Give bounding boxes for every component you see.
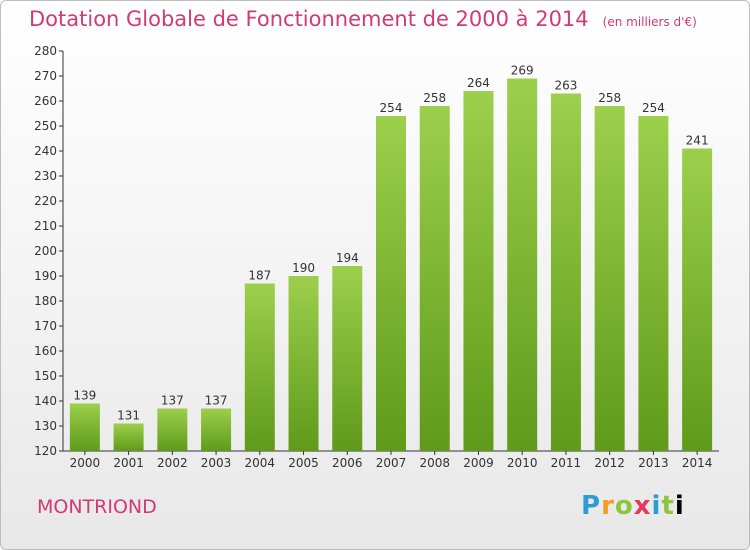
bar-2005: [288, 276, 319, 451]
x-tick-label: 2013: [638, 456, 669, 470]
y-tick-label: 130: [34, 419, 57, 433]
bar-2004: [244, 283, 275, 451]
x-tick-label: 2010: [507, 456, 538, 470]
bar-2014: [682, 148, 713, 451]
y-tick-label: 210: [34, 219, 57, 233]
y-tick-label: 160: [34, 344, 57, 358]
axes: 120 130 140 150 160 170 180 190 200 210 220 230 240 2…: [34, 44, 719, 470]
x-tick-label: 2002: [157, 456, 188, 470]
x-tick-label: 2011: [551, 456, 582, 470]
y-tick-label: 270: [34, 69, 57, 83]
y-tick-label: 120: [34, 444, 57, 458]
y-tick-label: 240: [34, 144, 57, 158]
value-label: 263: [554, 79, 577, 93]
bar-2013: [638, 116, 669, 451]
value-label: 137: [161, 394, 184, 408]
y-tick-label: 200: [34, 244, 57, 258]
commune-name: MONTRIOND: [37, 496, 157, 518]
bar-2009: [463, 91, 494, 451]
x-tick-label: 2007: [376, 456, 407, 470]
bar-2012: [594, 106, 625, 451]
y-tick-label: 220: [34, 194, 57, 208]
y-tick-label: 180: [34, 294, 57, 308]
x-tick-label: 2006: [332, 456, 363, 470]
value-label: 194: [336, 251, 359, 265]
bar-2008: [419, 106, 450, 451]
bars: [69, 78, 713, 451]
y-tick-label: 140: [34, 394, 57, 408]
value-label: 241: [686, 134, 709, 148]
y-tick-label: 150: [34, 369, 57, 383]
bar-2000: [69, 403, 100, 451]
bar-2011: [550, 93, 581, 451]
value-label: 187: [248, 269, 271, 283]
x-tick-label: 2001: [113, 456, 144, 470]
value-label: 137: [205, 394, 228, 408]
x-tick-label: 2012: [594, 456, 625, 470]
value-label: 258: [423, 91, 446, 105]
value-label: 254: [642, 101, 665, 115]
value-label: 269: [511, 64, 534, 78]
x-tick-label: 2004: [245, 456, 276, 470]
y-tick-label: 280: [34, 44, 57, 58]
bar-2001: [113, 423, 144, 451]
bar-2007: [376, 116, 406, 451]
value-label: 139: [73, 389, 96, 403]
value-label: 190: [292, 261, 315, 275]
chart-title: Dotation Globale de Fonctionnement de 20…: [29, 7, 697, 31]
x-tick-label: 2009: [463, 456, 494, 470]
value-label: 258: [598, 91, 621, 105]
value-labels: 139 131 137 137 187 190 194 254 258 264 269 263 258 2…: [73, 64, 708, 423]
y-tick-label: 250: [34, 119, 57, 133]
value-label: 254: [380, 101, 403, 115]
y-tick-label: 170: [34, 319, 57, 333]
y-tick-label: 190: [34, 269, 57, 283]
proxiti-logo: Proxiti: [581, 491, 685, 521]
value-label: 264: [467, 76, 490, 90]
x-tick-label: 2014: [682, 456, 713, 470]
x-tick-label: 2005: [288, 456, 319, 470]
value-label: 131: [117, 409, 140, 423]
bar-2010: [507, 78, 538, 451]
bar-2003: [201, 408, 232, 451]
y-tick-label: 230: [34, 169, 57, 183]
chart-unit: (en milliers d'€): [602, 15, 697, 29]
x-tick-label: 2003: [201, 456, 232, 470]
y-tick-label: 260: [34, 94, 57, 108]
bar-2002: [157, 408, 188, 451]
bar-2006: [332, 266, 363, 451]
x-tick-label: 2000: [70, 456, 101, 470]
x-tick-label: 2008: [419, 456, 450, 470]
